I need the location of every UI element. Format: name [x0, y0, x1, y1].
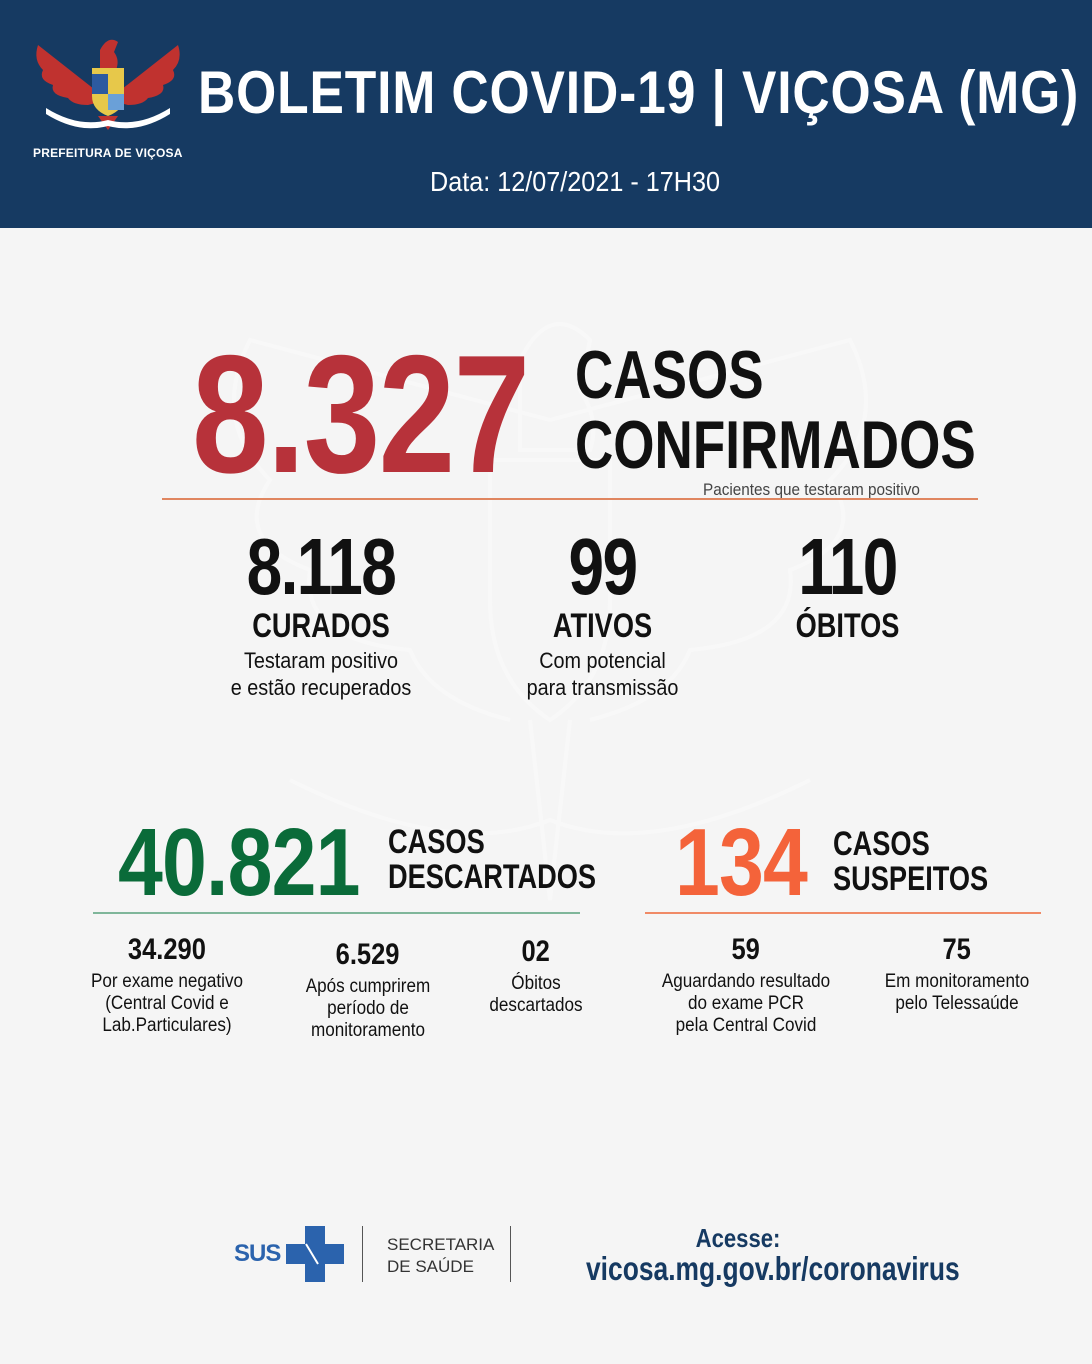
curados-desc-line1: Testaram positivo	[243, 648, 399, 673]
discarded-label-line2: DESCARTADOS	[388, 858, 597, 896]
discarded-label-line1: CASOS	[388, 823, 485, 861]
discarded-monitoring-count: 6.529	[336, 938, 400, 971]
desc-line: do exame PCR	[688, 993, 804, 1014]
desc-line: Por exame negativo	[90, 971, 244, 992]
desc-line: Lab.Particulares)	[102, 1015, 232, 1036]
stat-curados: 8.118 CURADOS Testaram positivo e estão …	[196, 527, 446, 701]
desc-line: pela Central Covid	[675, 1015, 817, 1036]
secretaria-line2: DE SAÚDE	[387, 1257, 474, 1276]
sus-logo: SUS	[234, 1226, 344, 1282]
stat-obitos: 110 ÓBITOS	[745, 522, 950, 645]
page-title: BOLETIM COVID-19 | VIÇOSA (MG)	[198, 59, 1080, 126]
footer-divider	[510, 1226, 511, 1282]
suspect-divider	[645, 912, 1041, 914]
curados-count: 8.118	[246, 522, 397, 611]
ativos-desc: Com potencial para transmissão	[492, 647, 713, 701]
discarded-divider	[93, 912, 580, 914]
suspect-item-telessaude: 75 Em monitoramento pelo Telessaúde	[847, 935, 1067, 1015]
desc-line: descartados	[489, 995, 583, 1016]
confirmed-divider	[162, 498, 978, 500]
discarded-item-deaths: 02 Óbitos descartados	[426, 937, 646, 1017]
discarded-item-negative: 34.290 Por exame negativo (Central Covid…	[57, 935, 277, 1037]
ativos-count: 99	[568, 522, 638, 611]
discarded-deaths-desc: Óbitos descartados	[437, 973, 635, 1017]
sus-cross-icon	[286, 1226, 344, 1282]
curados-desc-line2: e estão recuperados	[230, 675, 412, 700]
stat-ativos: 99 ATIVOS Com potencial para transmissão	[480, 527, 725, 701]
coronavirus-url-link[interactable]: vicosa.mg.gov.br/coronavirus	[586, 1250, 960, 1287]
desc-line: Óbitos	[511, 973, 561, 994]
suspect-item-pcr: 59 Aguardando resultado do exame PCR pel…	[636, 935, 856, 1037]
discarded-deaths-count: 02	[521, 935, 551, 968]
desc-line: Após cumprirem	[305, 976, 431, 997]
secretaria-line1: SECRETARIA	[387, 1235, 495, 1254]
discarded-monitoring-desc: Após cumprirem período de monitoramento	[269, 976, 467, 1042]
ativos-desc-line1: Com potencial	[539, 648, 666, 673]
discarded-cases-count: 40.821	[118, 809, 360, 916]
confirmed-cases-label: CASOS CONFIRMADOS	[575, 340, 976, 480]
desc-line: pelo Telessaúde	[895, 993, 1019, 1014]
suspect-label-line1: CASOS	[833, 825, 930, 863]
ativos-label: ATIVOS	[552, 607, 653, 645]
suspect-cases-count: 134	[675, 809, 808, 916]
suspect-cases-label: CASOS SUSPEITOS	[833, 827, 988, 897]
discarded-negative-count: 34.290	[127, 933, 206, 966]
suspect-telessaude-desc: Em monitoramento pelo Telessaúde	[858, 971, 1056, 1015]
suspect-pcr-desc: Aguardando resultado do exame PCR pela C…	[647, 971, 845, 1037]
obitos-label: ÓBITOS	[795, 607, 900, 645]
ativos-desc-line2: para transmissão	[526, 675, 679, 700]
acesse-label: Acesse:	[695, 1223, 781, 1253]
confirmed-label-line1: CASOS	[575, 337, 764, 413]
header-banner: PREFEITURA DE VIÇOSA BOLETIM COVID-19 | …	[0, 0, 1092, 228]
desc-line: período de	[327, 998, 409, 1019]
suspect-pcr-count: 59	[731, 933, 761, 966]
coat-of-arms-eagle-icon	[36, 39, 180, 130]
bulletin-date: Data: 12/07/2021 - 17H30	[430, 166, 721, 197]
secretaria-saude-label: SECRETARIA DE SAÚDE	[387, 1234, 494, 1278]
confirmed-label-line2: CONFIRMADOS	[575, 407, 976, 483]
desc-line: Em monitoramento	[884, 971, 1030, 992]
curados-desc: Testaram positivo e estão recuperados	[209, 647, 434, 701]
discarded-cases-label: CASOS DESCARTADOS	[388, 825, 596, 895]
confirmed-cases-count: 8.327	[192, 320, 530, 508]
sus-label: SUS	[234, 1240, 281, 1267]
obitos-count: 110	[798, 522, 898, 611]
desc-line: (Central Covid e	[105, 993, 229, 1014]
desc-line: Aguardando resultado	[661, 971, 831, 992]
discarded-item-monitoring: 6.529 Após cumprirem período de monitora…	[258, 940, 478, 1042]
suspect-label-line2: SUSPEITOS	[833, 860, 989, 898]
eagle-watermark-icon	[232, 322, 868, 901]
desc-line: monitoramento	[310, 1020, 426, 1041]
access-link-block: Acesse: vicosa.mg.gov.br/coronavirus	[548, 1223, 960, 1287]
logo-caption: PREFEITURA DE VIÇOSA	[33, 146, 183, 160]
footer-divider	[362, 1226, 363, 1282]
suspect-telessaude-count: 75	[942, 933, 972, 966]
discarded-negative-desc: Por exame negativo (Central Covid e Lab.…	[68, 971, 266, 1037]
curados-label: CURADOS	[252, 607, 390, 645]
confirmed-subtitle: Pacientes que testaram positivo	[703, 480, 920, 499]
